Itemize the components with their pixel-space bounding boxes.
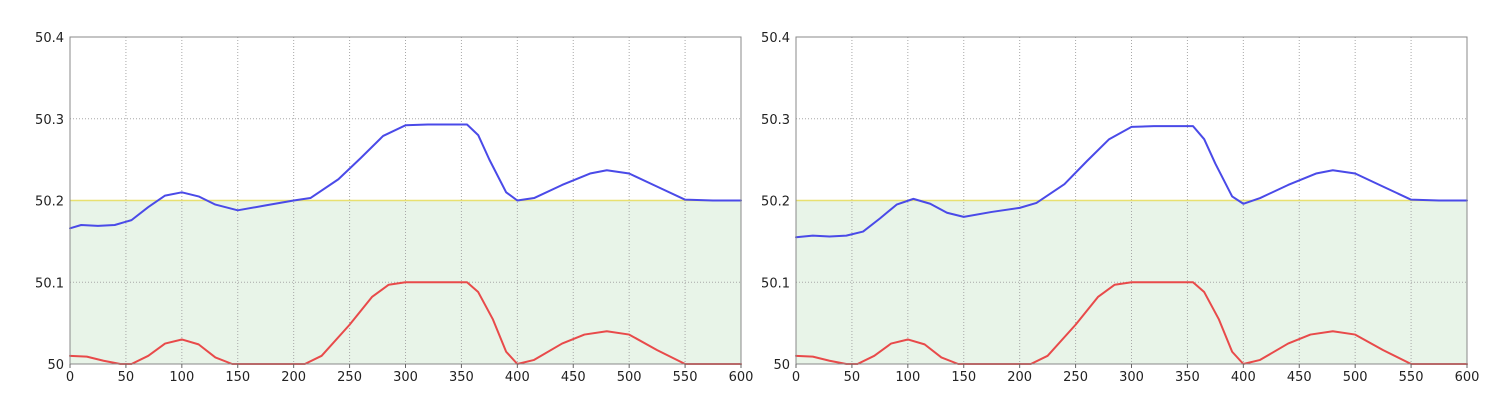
x-tick-label: 150 [225,370,250,385]
x-tick-label: 500 [617,370,642,385]
x-tick-label: 100 [169,370,194,385]
x-tick-label: 400 [505,370,530,385]
series-line-1 [795,125,1468,239]
y-tick-label: 50.3 [761,113,790,128]
x-tick-label: 250 [337,370,362,385]
y-tick-label: 50.2 [35,195,64,210]
x-tick-label: 600 [729,370,754,385]
x-tick-label: 50 [844,370,861,385]
x-tick-label: 200 [1007,370,1032,385]
y-tick-label: 50.3 [35,113,64,128]
x-tick-label: 550 [1399,370,1424,385]
x-tick-label: 0 [66,370,74,385]
series-line-1 [69,123,742,230]
x-tick-label: 300 [393,370,418,385]
x-tick-label: 400 [1231,370,1256,385]
y-tick-label: 50 [47,358,64,373]
x-tick-label: 150 [951,370,976,385]
x-tick-label: 450 [561,370,586,385]
x-tick-label: 500 [1343,370,1368,385]
x-tick-label: 250 [1063,370,1088,385]
y-tick-label: 50.4 [761,31,790,46]
chart-2: 0 50 100 150 200 250 300 350 400 450 500 550 6005050… [761,31,1479,385]
x-tick-label: 200 [281,370,306,385]
x-tick-label: 600 [1455,370,1480,385]
y-tick-label: 50.2 [761,195,790,210]
y-tick-label: 50.1 [35,276,64,291]
x-tick-label: 0 [792,370,800,385]
x-tick-label: 550 [673,370,698,385]
series-line-2 [69,281,742,365]
y-tick-label: 50 [773,358,790,373]
x-tick-label: 350 [1175,370,1200,385]
x-tick-label: 350 [449,370,474,385]
series-line-2 [795,281,1468,365]
x-tick-label: 300 [1119,370,1144,385]
x-tick-label: 50 [118,370,135,385]
y-tick-label: 50.4 [35,31,64,46]
x-tick-label: 450 [1287,370,1312,385]
chart-1: 0 50 100 150 200 250 300 350 400 450 500 550 6005050… [35,31,753,385]
y-tick-label: 50.1 [761,276,790,291]
x-tick-label: 100 [895,370,920,385]
